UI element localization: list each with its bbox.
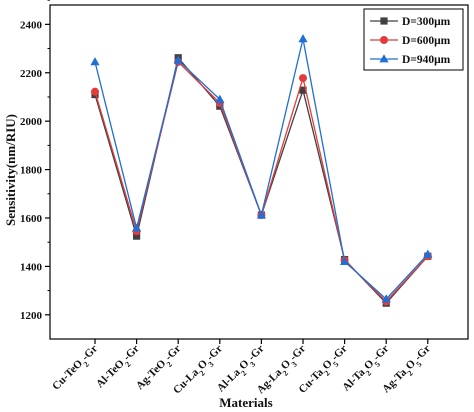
x-tick-label-part: 2	[197, 368, 206, 377]
x-tick-label-part: 2	[322, 368, 331, 377]
legend-entry: D=300μm	[370, 16, 451, 28]
data-point-square	[133, 232, 141, 240]
y-tick-label: 1800	[20, 165, 43, 177]
legend-entry: D=940μm	[370, 54, 451, 66]
data-point-triangle	[215, 94, 225, 103]
data-point-square	[380, 17, 388, 25]
legend-label: D=300μm	[402, 16, 451, 28]
series-line	[94, 38, 429, 300]
data-point-triangle	[298, 34, 308, 43]
series-layer	[90, 34, 433, 307]
x-tick-label-part: 2	[239, 368, 248, 377]
data-point-triangle	[381, 294, 391, 303]
x-tick-label-part: 2	[123, 359, 132, 368]
data-point-circle	[380, 36, 388, 44]
data-point-triangle	[90, 57, 100, 66]
x-tick-label-part: 5	[331, 359, 340, 368]
data-point-triangle	[379, 54, 389, 63]
data-point-square	[299, 86, 307, 94]
x-tick-label-part: 5	[373, 359, 382, 368]
legend-label: D=600μm	[402, 35, 451, 47]
legend-entry: D=600μm	[370, 35, 451, 47]
series-3	[90, 34, 433, 303]
legend: D=300μm D=600μm D=940μm	[363, 8, 464, 71]
data-point-triangle	[132, 223, 142, 232]
data-point-triangle	[256, 210, 266, 219]
data-point-triangle	[423, 249, 433, 258]
y-tick-label: 1600	[20, 213, 43, 225]
data-point-triangle	[340, 256, 350, 265]
x-tick-label-part: 5	[414, 359, 423, 368]
x-tick-label-part: 2	[405, 368, 414, 377]
series-line	[94, 56, 429, 305]
series-1	[91, 54, 432, 307]
data-point-triangle	[173, 55, 183, 64]
x-tick-label-part: 3	[248, 359, 257, 368]
x-tick-label: Cu-TeO2-Gr	[50, 343, 102, 395]
plot-area-border	[49, 4, 469, 340]
x-tick-label-part: 2	[81, 359, 90, 368]
data-point-circle	[299, 74, 307, 83]
x-tick-label-part: 3	[206, 359, 215, 368]
x-tick-label-part: Cu-TeO	[50, 357, 85, 392]
y-axis-title: Sensitivity(nm/RIU)	[3, 114, 18, 226]
x-tick-label-part: 3	[289, 359, 298, 368]
series-2	[91, 57, 432, 306]
x-tick-label-part: 2	[280, 368, 289, 377]
x-axis-title: Materials	[219, 395, 272, 410]
y-tick-label: 2200	[20, 68, 43, 80]
series-line	[94, 60, 429, 303]
y-tick-label: 2400	[20, 19, 43, 31]
x-tick-label-part: 2	[364, 368, 373, 377]
plot-frame	[49, 4, 469, 340]
x-tick-label-part: 2	[165, 359, 174, 368]
y-tick-label: 2000	[20, 116, 43, 128]
data-point-circle	[91, 87, 99, 96]
y-tick-label: 1200	[20, 310, 43, 322]
y-tick-label: 1400	[20, 261, 43, 273]
legend-label: D=940μm	[402, 54, 451, 66]
